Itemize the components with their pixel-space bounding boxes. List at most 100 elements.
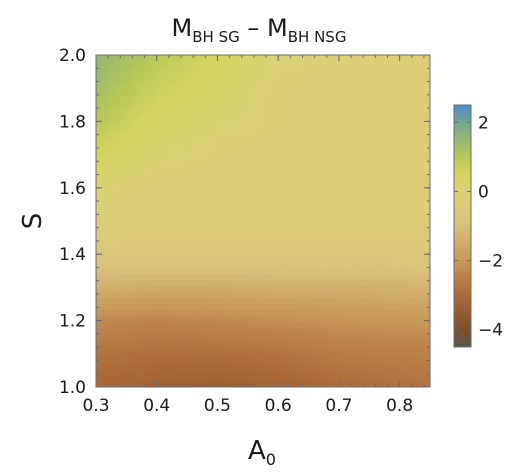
heatmap-cell [155,60,163,68]
heatmap-cell [149,280,157,287]
heatmap-cell [149,333,157,341]
heatmap-cell [358,191,365,198]
heatmap-cell [340,132,348,139]
heatmap-cell [179,327,187,335]
heatmap-cell [346,138,354,145]
heatmap-cell [257,369,264,376]
heatmap-cell [382,60,389,68]
heatmap-cell [418,126,425,133]
heatmap-cell [424,161,430,169]
heatmap-cell [143,339,151,347]
heatmap-cell [179,309,187,317]
heatmap-cell [221,126,228,133]
heatmap-cell [322,161,330,169]
heatmap-cell [274,292,282,299]
heatmap-cell [167,369,175,376]
heatmap-cell [137,72,145,80]
heatmap-cell [418,108,425,115]
heatmap-cell [155,221,163,228]
heatmap-cell [245,126,252,133]
heatmap-cell [161,315,169,323]
heatmap-cell [179,78,187,86]
heatmap-cell [173,298,181,305]
heatmap-cell [233,309,240,317]
heatmap-cell [346,333,354,341]
heatmap-cell [286,292,294,299]
heatmap-cell [257,280,264,287]
heatmap-cell [161,333,169,341]
heatmap-cell [227,292,234,299]
heatmap-cell [101,286,109,293]
heatmap-cell [251,102,258,109]
heatmap-cell [209,191,216,198]
heatmap-cell [388,339,395,347]
heatmap-cell [137,381,145,387]
heatmap-cell [400,333,407,341]
heatmap-cell [280,96,288,104]
heatmap-cell [388,298,395,305]
heatmap-cell [239,262,246,270]
heatmap-cell [268,274,276,281]
heatmap-cell [334,369,342,376]
heatmap-cell [119,84,127,92]
heatmap-cell [203,280,210,287]
heatmap-cell [119,114,127,121]
heatmap-cell [131,375,139,382]
heatmap-cell [113,179,121,187]
heatmap-cell [322,351,330,358]
heatmap-cell [346,304,354,311]
heatmap-cell [137,268,145,275]
heatmap-cell [316,78,324,86]
heatmap-cell [191,102,198,109]
heatmap-cell [346,351,354,358]
heatmap-cell [352,244,360,252]
heatmap-cell [167,256,175,264]
heatmap-cell [280,339,288,347]
heatmap-cell [400,191,407,198]
heatmap-cell [310,250,318,258]
heatmap-cell [322,185,330,192]
heatmap-cell [96,102,103,109]
heatmap-cell [101,339,109,347]
heatmap-cell [209,215,216,222]
heatmap-cell [370,256,377,264]
heatmap-cell [268,321,276,329]
heatmap-cell [197,327,204,335]
heatmap-cell [149,309,157,317]
heatmap-cell [340,221,348,228]
heatmap-cell [173,114,181,121]
heatmap-cell [239,232,246,240]
heatmap-cell [161,102,169,109]
heatmap-cell [358,292,365,299]
heatmap-cell [251,286,258,293]
heatmap-cell [346,321,354,329]
heatmap-cell [358,232,365,240]
heatmap-cell [227,55,234,62]
heatmap-cell [394,167,401,175]
heatmap-cell [155,238,163,246]
heatmap-cell [227,369,234,376]
heatmap-cell [137,66,145,74]
heatmap-cell [167,203,175,210]
heatmap-cell [96,274,103,281]
heatmap-cell [310,173,318,181]
heatmap-cell [215,55,222,62]
heatmap-cell [209,280,216,287]
heatmap-cell [280,327,288,335]
heatmap-cell [191,66,198,74]
heatmap-cell [382,108,389,115]
heatmap-cell [280,161,288,169]
heatmap-cell [137,55,145,62]
heatmap-cell [382,375,389,382]
heatmap-cell [274,78,282,86]
heatmap-cell [149,120,157,127]
heatmap-cell [406,357,413,364]
heatmap-cell [239,304,246,311]
heatmap-cell [328,102,336,109]
heatmap-cell [233,298,240,305]
heatmap-cell [173,72,181,80]
heatmap-cell [376,304,383,311]
heatmap-cell [101,191,109,198]
heatmap-cell [203,120,210,127]
heatmap-cell [310,78,318,86]
